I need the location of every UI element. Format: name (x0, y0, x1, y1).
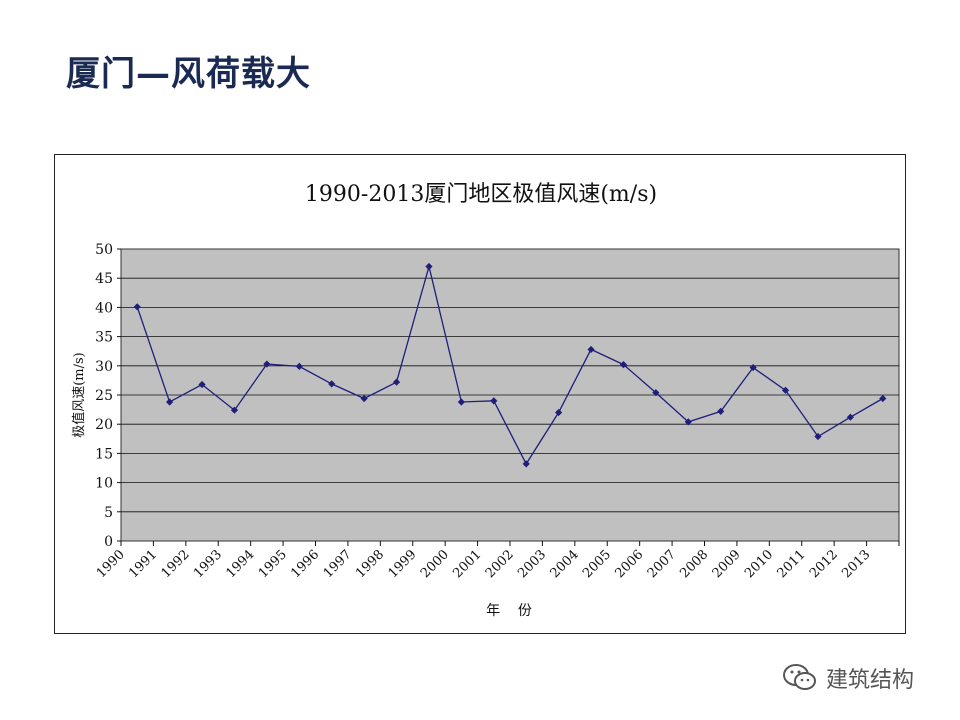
line-chart: 1990-2013厦门地区极值风速(m/s) 0 5 10 15 20 25 30 35 40 4… (71, 182, 900, 619)
y-tick-label: 40 (95, 300, 113, 316)
data-point (814, 432, 822, 441)
data-point (230, 406, 239, 414)
y-tick-label: 45 (95, 271, 113, 287)
y-tick-label: 25 (95, 388, 113, 404)
x-tick-label: 2012 (807, 547, 841, 581)
data-point (652, 389, 660, 397)
x-tick-label: 2002 (483, 547, 517, 581)
watermark: 建筑结构 (782, 660, 914, 696)
data-point (846, 413, 854, 421)
x-axis-label: 年 份 (486, 603, 532, 619)
y-tick-label: 5 (104, 505, 113, 521)
x-tick-label: 2008 (677, 547, 711, 581)
data-point (587, 345, 595, 354)
y-tick-label: 15 (95, 446, 113, 462)
x-tick-label: 2000 (418, 547, 452, 581)
data-point (749, 363, 757, 372)
y-tick-label: 35 (95, 330, 113, 346)
x-tick-label: 1993 (191, 547, 225, 581)
x-tick-label: 2010 (742, 547, 776, 581)
x-tick-label: 1997 (321, 547, 355, 581)
data-point (717, 407, 725, 415)
x-tick-label: 2009 (710, 547, 744, 581)
x-tick-label: 2007 (645, 547, 679, 581)
y-axis-label: 极值风速(m/s) (71, 352, 87, 438)
data-point (684, 418, 692, 426)
x-tick-label: 1992 (159, 547, 193, 581)
chart-title: 1990-2013厦门地区极值风速(m/s) (305, 182, 657, 207)
watermark-text: 建筑结构 (826, 668, 915, 693)
x-tick-label: 2011 (775, 547, 809, 581)
x-tick-label: 2006 (612, 547, 646, 581)
x-tick-label: 2003 (515, 547, 549, 581)
wechat-icon (782, 663, 818, 693)
slide-title: 厦门—风荷载大 (66, 54, 311, 94)
x-tick-label: 2005 (580, 547, 614, 581)
y-tick-label: 50 (95, 242, 113, 258)
x-tick-label: 1999 (386, 547, 420, 581)
data-point (263, 360, 271, 368)
y-tick-label: 30 (95, 359, 113, 375)
x-tick-label: 1990 (94, 547, 128, 581)
data-point (328, 380, 336, 388)
x-tick-label: 1991 (126, 547, 160, 581)
chart-frame: 1990-2013厦门地区极值风速(m/s) 0 5 10 15 20 25 30 35 40 4… (54, 154, 906, 634)
x-tick-label: 1998 (353, 547, 387, 581)
data-point (522, 460, 530, 468)
y-tick-label: 0 (104, 534, 113, 550)
x-tick-label: 1996 (288, 547, 322, 581)
x-tick-label: 2004 (548, 547, 582, 581)
x-tick-label: 1994 (223, 547, 257, 581)
series-line (136, 263, 884, 466)
data-point (166, 398, 174, 406)
x-tick-label: 1995 (256, 547, 290, 581)
data-point (781, 386, 790, 394)
data-point (457, 398, 465, 406)
x-tick-label: 2013 (839, 547, 873, 581)
x-tick-label: 2001 (450, 547, 484, 581)
y-tick-label: 10 (95, 476, 113, 492)
y-tick-label: 20 (95, 417, 113, 433)
